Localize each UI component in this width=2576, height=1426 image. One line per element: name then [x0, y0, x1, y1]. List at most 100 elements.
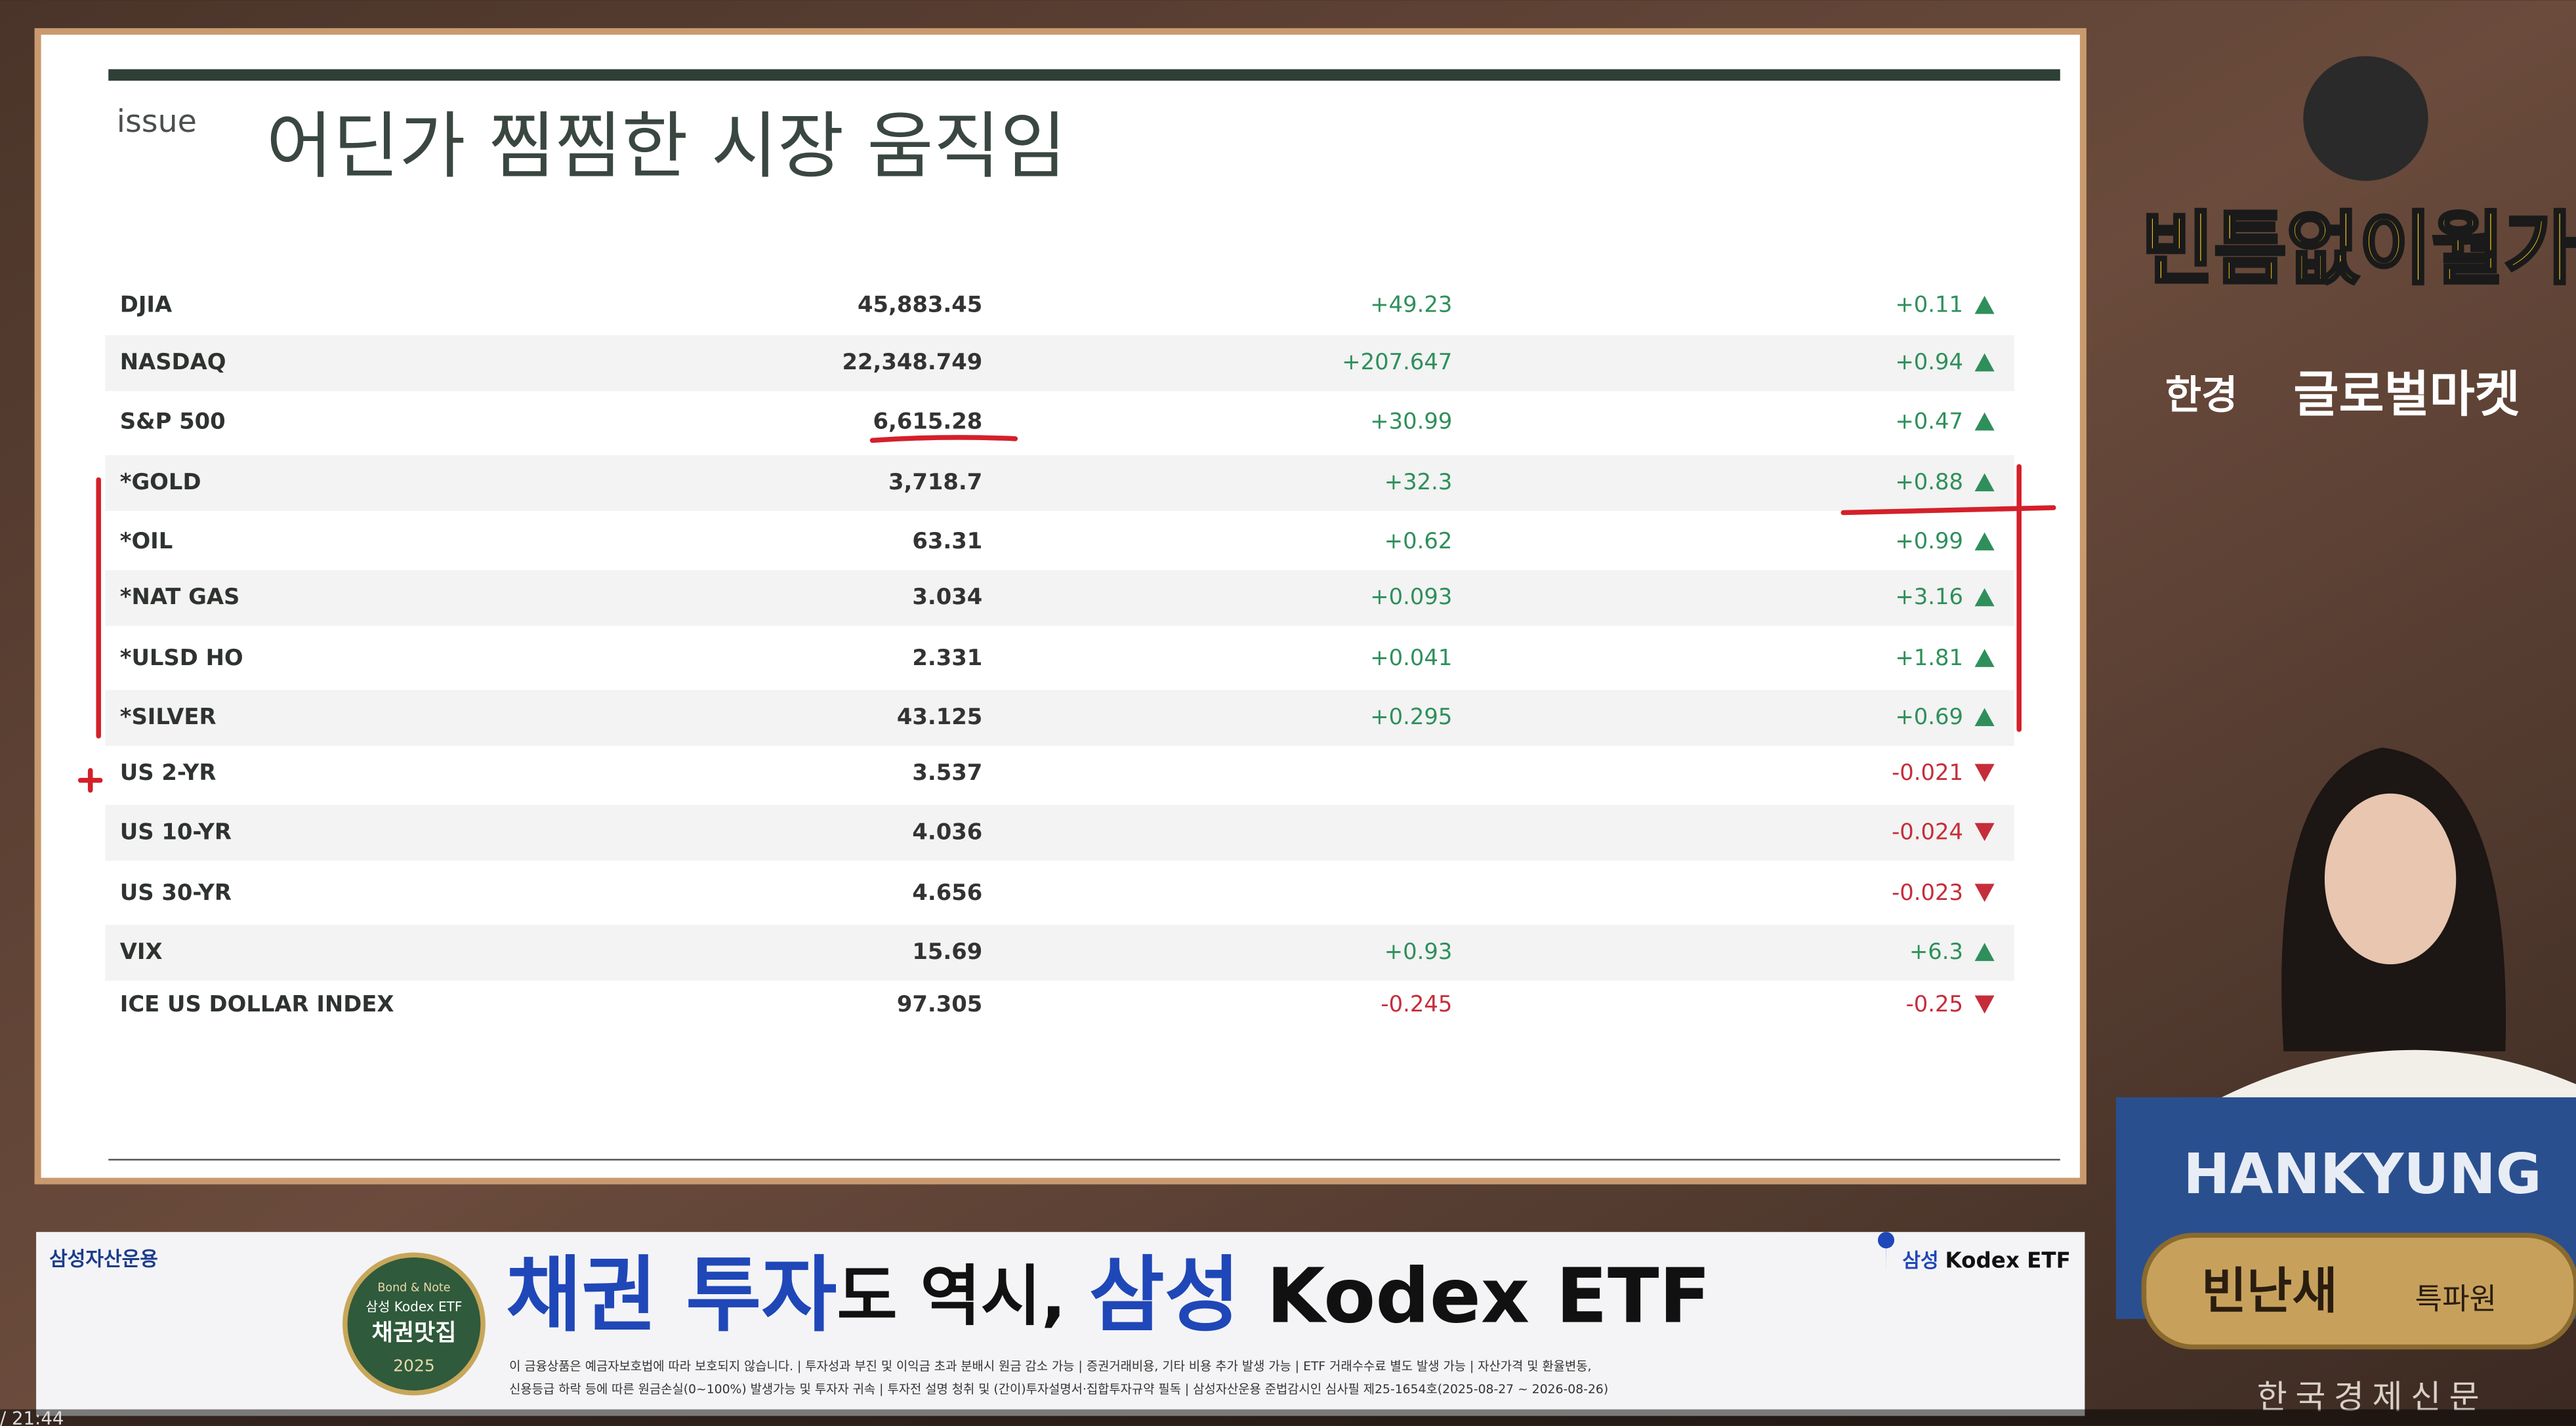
- row-value: 2.331: [912, 645, 982, 670]
- arrow-up: [1974, 943, 1995, 962]
- arrow-down: [1974, 823, 1995, 842]
- show-brand: 한경: [2165, 373, 2238, 418]
- row-stripe: [105, 335, 2014, 392]
- show-name: 빈틈없이월가: [2142, 203, 2576, 295]
- row-change: -0.245: [1381, 991, 1452, 1017]
- row-change: +0.93: [1384, 939, 1453, 964]
- row-name: ICE US DOLLAR INDEX: [120, 991, 394, 1017]
- row-value: 15.69: [912, 939, 982, 964]
- badge: [343, 1252, 486, 1396]
- row-value: 22,348.749: [842, 349, 982, 375]
- row-value: 4.656: [912, 880, 982, 905]
- market-table: DJIA 45,883.45 +49.23 +0.11 NASDAQ 22,348.749…: [105, 292, 2014, 1017]
- logo-text: Kodex ETF: [1945, 1248, 2071, 1273]
- reporter-name: 빈난새: [2201, 1262, 2337, 1320]
- ad-company: 삼성자산운용: [49, 1248, 158, 1271]
- row-pct: +6.3: [1909, 939, 1963, 964]
- row-value: 3.537: [912, 760, 982, 785]
- row-value: 3.034: [912, 584, 982, 609]
- row-value: 45,883.45: [858, 292, 982, 317]
- slide-title: 어딘가 찜찜한 시장 움직임: [266, 104, 1067, 188]
- arrow-up: [1974, 473, 1995, 491]
- row-stripe: [105, 689, 2014, 746]
- arrow-up: [1974, 353, 1995, 372]
- badge-line: 채권맛집: [371, 1319, 456, 1346]
- row-name: *OIL: [120, 528, 173, 554]
- name-plate: [2141, 1232, 2576, 1350]
- arrow-up: [1974, 649, 1995, 667]
- row-value: 6,615.28: [873, 408, 983, 434]
- timestamp: / 21:44: [0, 1408, 64, 1426]
- row-pct: +3.16: [1895, 584, 1963, 609]
- show-program: 글로벌마켓: [2293, 365, 2520, 423]
- arrow-up: [1974, 588, 1995, 607]
- row-pct: -0.023: [1892, 880, 1963, 905]
- row-change: +32.3: [1384, 469, 1453, 495]
- headline-part: Kodex ETF: [1240, 1252, 1711, 1340]
- row-name: NASDAQ: [120, 349, 226, 375]
- row-change: +30.99: [1370, 408, 1452, 434]
- row-pct: +0.47: [1895, 408, 1963, 434]
- reporter-role: 특파원: [2415, 1281, 2497, 1316]
- row-pct: +1.81: [1895, 645, 1963, 670]
- row-name: *SILVER: [120, 704, 217, 729]
- arrow-down: [1974, 884, 1995, 902]
- row-pct: +0.11: [1895, 292, 1963, 317]
- arrow-down: [1974, 764, 1995, 783]
- headline-part: 채권 투자: [506, 1248, 837, 1343]
- row-pct: -0.021: [1892, 760, 1963, 785]
- arrow-up: [1974, 412, 1995, 431]
- disclaimer: 신용등급 하락 등에 따른 원금손실(0~100%) 발생가능 및 투자자 귀속…: [509, 1382, 1608, 1396]
- row-value: 4.036: [912, 819, 982, 844]
- row-name: US 30-YR: [120, 880, 232, 905]
- ad-headline: 채권 투자도 역시, 삼성 Kodex ETF: [506, 1248, 1711, 1343]
- row-stripe: [105, 455, 2014, 512]
- row-pct: +0.99: [1895, 528, 1963, 554]
- headline-part: 도 역시,: [837, 1258, 1089, 1335]
- logo-mark: [1877, 1232, 1895, 1272]
- desk-logo: HANKYUNG: [2183, 1142, 2541, 1207]
- row-name: VIX: [120, 939, 163, 964]
- arrow-up: [1974, 296, 1995, 314]
- row-name: *ULSD HO: [120, 645, 243, 670]
- row-pct: -0.25: [1906, 991, 1963, 1017]
- row-name: US 10-YR: [120, 819, 232, 844]
- badge-line: 2025: [393, 1356, 435, 1375]
- row-name: DJIA: [120, 292, 172, 317]
- row-value: 63.31: [912, 528, 982, 554]
- top-bar: [108, 69, 2060, 81]
- row-pct: +0.94: [1895, 349, 1963, 375]
- underline: [869, 435, 1018, 443]
- row-pct: -0.024: [1892, 819, 1963, 844]
- row-stripe: [105, 805, 2014, 861]
- headline-part: 삼성: [1089, 1248, 1240, 1343]
- row-name: *GOLD: [120, 469, 201, 495]
- row-name: US 2-YR: [120, 760, 217, 785]
- row-change: +49.23: [1370, 292, 1452, 317]
- arrow-down: [1974, 995, 1995, 1014]
- row-change: +0.62: [1384, 528, 1453, 554]
- arrow-up: [1974, 708, 1995, 727]
- row-value: 97.305: [897, 991, 982, 1017]
- arrow-up: [1974, 532, 1995, 551]
- row-pct: +0.88: [1895, 469, 1963, 495]
- row-change: +0.093: [1370, 584, 1452, 609]
- player-bar: [0, 1409, 2576, 1426]
- row-name: S&P 500: [120, 408, 226, 434]
- row-change: +0.041: [1370, 645, 1452, 670]
- presenter-face: [2324, 793, 2457, 965]
- badge-line: Bond & Note: [377, 1281, 450, 1294]
- annotations: [77, 435, 2056, 793]
- mascot: [2303, 56, 2428, 181]
- strike: [1840, 505, 2056, 516]
- row-stripe: [105, 924, 2014, 981]
- row-pct: +0.69: [1895, 704, 1963, 729]
- row-change: +0.295: [1370, 704, 1452, 729]
- row-stripe: [105, 570, 2014, 626]
- row-value: 43.125: [897, 704, 982, 729]
- row-value: 3,718.7: [888, 469, 982, 495]
- logo-text: 삼성: [1902, 1250, 1938, 1273]
- badge-line: 삼성 Kodex ETF: [366, 1299, 463, 1314]
